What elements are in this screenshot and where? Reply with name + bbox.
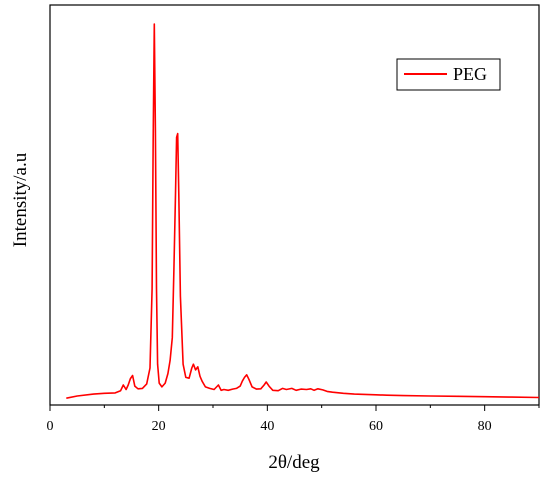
series-line-peg: [66, 23, 540, 399]
legend-label-peg: PEG: [453, 64, 487, 84]
x-tick-label: 40: [260, 419, 274, 434]
x-tick-label: 0: [47, 419, 54, 434]
legend: PEG: [396, 58, 501, 91]
x-axis-ticks: [49, 405, 540, 411]
plot-frame: [49, 4, 540, 406]
x-axis-tick-labels: 0 20 40 60 80: [47, 419, 492, 434]
x-tick-label: 20: [152, 419, 166, 434]
x-tick-label: 60: [369, 419, 383, 434]
x-axis-title: 2θ/deg: [268, 452, 320, 473]
x-tick-label: 80: [478, 419, 492, 434]
y-axis-title: Intensity/a.u: [10, 152, 31, 247]
